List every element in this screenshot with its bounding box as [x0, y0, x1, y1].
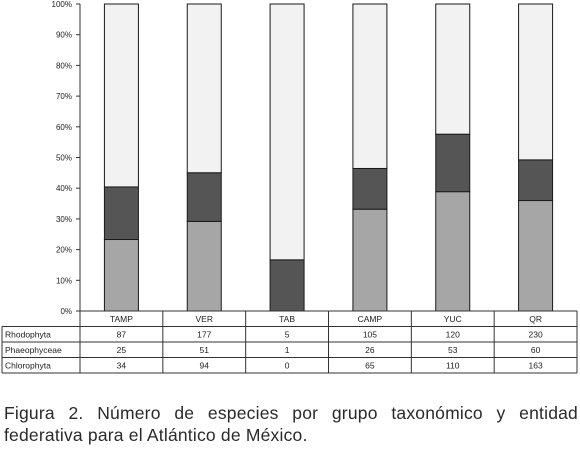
bar-segment-phaeophyceae-yuc: [435, 133, 471, 193]
bar-segment-chlorophyta-camp: [352, 208, 388, 312]
y-tick-label: 10%: [56, 276, 72, 285]
bar-segment-phaeophyceae-camp: [352, 167, 388, 210]
data-value: 65: [365, 360, 375, 370]
data-value: 60: [531, 345, 541, 355]
bar-segment-rhodophyta-tamp: [103, 3, 139, 188]
bar-segment-rhodophyta-tab: [269, 3, 305, 261]
data-value: 34: [117, 360, 127, 370]
data-value: 120: [446, 329, 460, 339]
y-tick-label: 90%: [56, 31, 72, 40]
bar-segment-chlorophyta-tamp: [103, 239, 139, 312]
y-tick-label: 30%: [56, 215, 72, 224]
bar-segment-phaeophyceae-tamp: [103, 186, 139, 241]
y-tick-label: 60%: [56, 123, 72, 132]
bar-segment-chlorophyta-ver: [186, 220, 222, 312]
series-label: Rhodophyta: [5, 329, 51, 339]
bar-segment-chlorophyta-yuc: [435, 191, 471, 312]
data-value: 25: [117, 345, 127, 355]
category-label: YUC: [444, 314, 462, 324]
data-value: 5: [285, 329, 290, 339]
y-tick-label: 50%: [56, 154, 72, 163]
data-value: 163: [528, 360, 542, 370]
y-tick-label: 70%: [56, 92, 72, 101]
y-tick-label: 100%: [52, 0, 72, 9]
category-label: QR: [529, 314, 542, 324]
data-value: 94: [200, 360, 210, 370]
figure-caption: Figura 2. Número de especies por grupo t…: [4, 403, 578, 445]
bar-segment-rhodophyta-ver: [186, 3, 222, 174]
data-value: 177: [197, 329, 211, 339]
data-value: 230: [528, 329, 542, 339]
data-value: 26: [365, 345, 375, 355]
data-value: 87: [117, 329, 127, 339]
data-value: 51: [200, 345, 210, 355]
data-value: 0: [285, 360, 290, 370]
data-value: 53: [448, 345, 458, 355]
y-tick-label: 0%: [60, 307, 72, 316]
category-label: VER: [196, 314, 213, 324]
stacked-bar-chart: 0% 10% 20% 30% 40% 50% 60% 70% 80% 90% 100% TAMP VER…: [1, 0, 578, 374]
y-tick-label: 20%: [56, 246, 72, 255]
series-label: Phaeophyceae: [5, 345, 62, 355]
bar-segment-rhodophyta-camp: [352, 3, 388, 169]
category-label: CAMP: [358, 314, 383, 324]
category-label: TAB: [279, 314, 295, 324]
bar-segment-chlorophyta-qr: [518, 200, 554, 312]
bar-segment-rhodophyta-qr: [518, 3, 554, 161]
data-value: 105: [363, 329, 377, 339]
data-value: 110: [446, 360, 460, 370]
series-label: Chlorophyta: [5, 360, 51, 370]
y-tick-label: 80%: [56, 61, 72, 70]
y-tick-label: 40%: [56, 184, 72, 193]
bar-segment-phaeophyceae-ver: [186, 172, 222, 222]
data-value: 1: [285, 345, 290, 355]
bar-segment-phaeophyceae-qr: [518, 159, 554, 202]
bar-segment-rhodophyta-yuc: [435, 3, 471, 135]
category-label: TAMP: [110, 314, 133, 324]
bar-segment-phaeophyceae-tab: [269, 259, 305, 312]
